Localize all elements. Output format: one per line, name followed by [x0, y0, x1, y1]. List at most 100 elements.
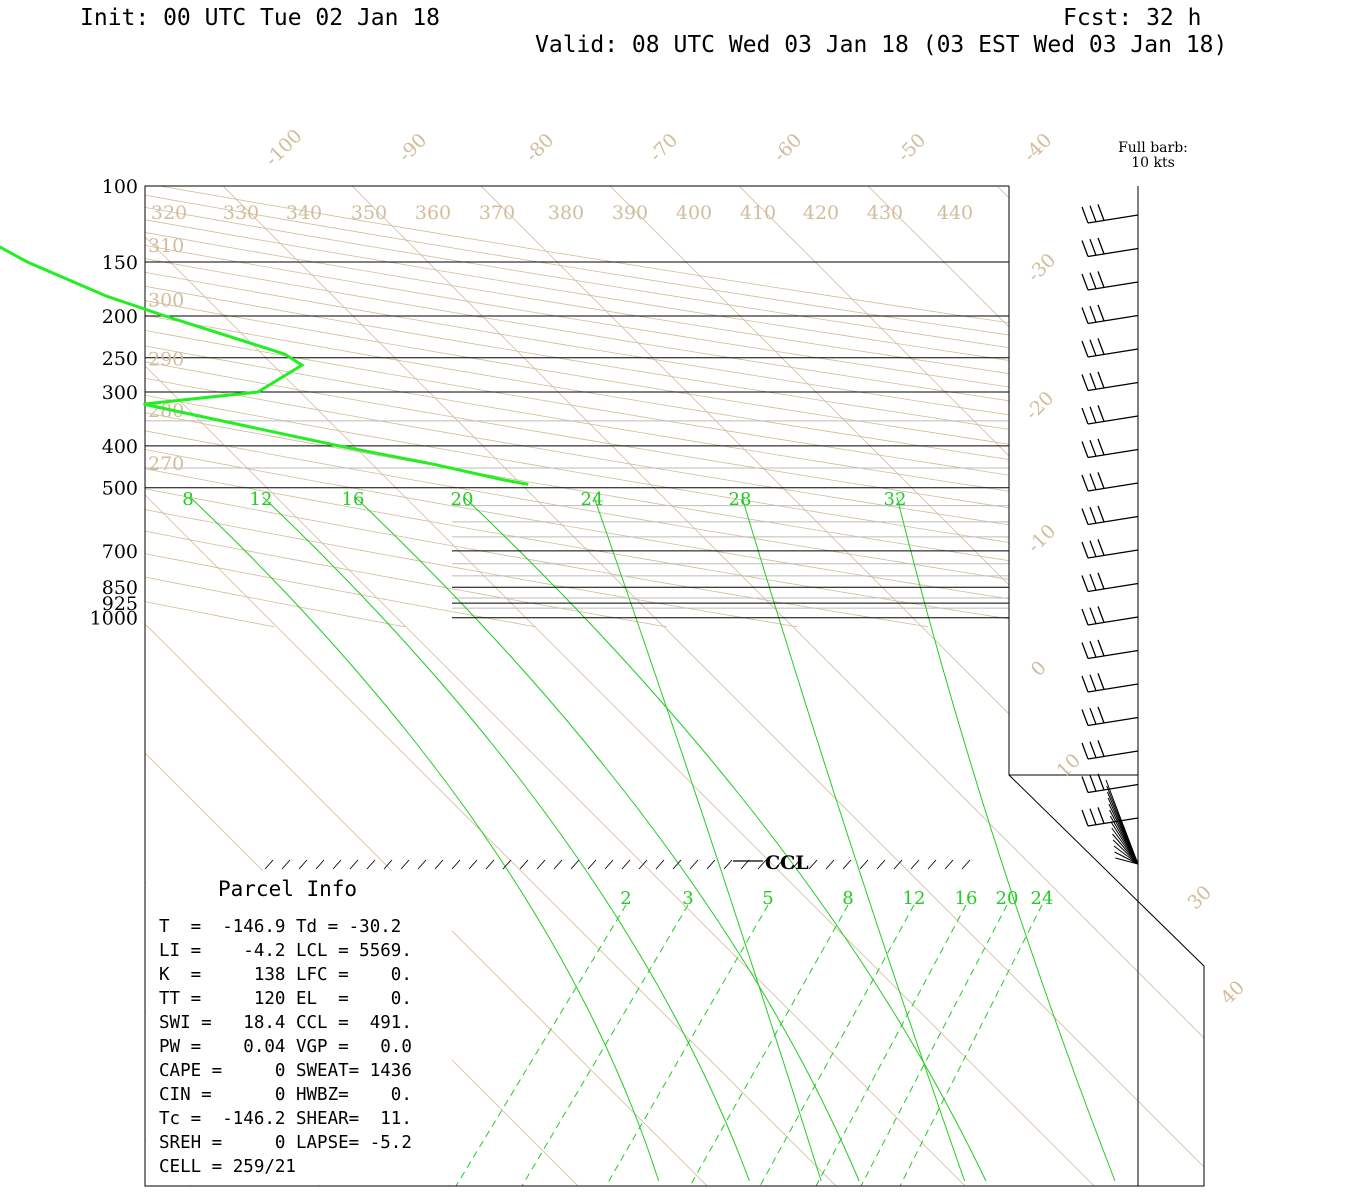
barb-flag	[1081, 642, 1089, 659]
theta-label-left: 270	[148, 453, 184, 475]
barb-staff	[1087, 448, 1139, 459]
dry-adiabat	[145, 186, 1204, 628]
barb-flag	[1081, 742, 1089, 760]
hatch-mark	[587, 859, 597, 870]
wind-barb	[1081, 338, 1139, 358]
barb-staff	[1087, 683, 1139, 693]
isotherm	[702, 186, 1204, 1186]
hatch-mark	[332, 859, 342, 870]
hatch-mark	[927, 859, 937, 870]
hatch-mark	[604, 859, 614, 870]
hatch-mark	[417, 859, 427, 870]
barb-staff	[1087, 616, 1139, 626]
hatch-mark	[842, 859, 852, 870]
parcel-info-row: SWI = 18.4 CCL = 491.	[159, 1013, 412, 1033]
hatch-mark	[689, 859, 699, 870]
barb-flag	[1097, 304, 1105, 322]
wind-barb	[1081, 773, 1139, 794]
moist-adiabat	[262, 496, 750, 1182]
isotherm	[145, 186, 980, 1186]
barb-staff	[1087, 582, 1139, 593]
pressure-label: 925	[102, 593, 138, 615]
isotherm-label: 30	[1183, 881, 1216, 914]
barb-flag	[1081, 307, 1089, 324]
low-level-barb	[1113, 845, 1139, 865]
theta-label: 380	[548, 202, 584, 224]
isotherm	[1089, 186, 1204, 1186]
theta-label: 390	[612, 202, 648, 224]
wind-barb	[1081, 807, 1139, 827]
hatch-mark	[876, 859, 886, 870]
isotherm-label: -20	[1021, 387, 1058, 424]
barb-flag	[1097, 807, 1105, 824]
barb-flag	[1089, 473, 1097, 490]
thetae-label: 16	[342, 489, 365, 510]
wind-barb	[1081, 237, 1139, 258]
mixing-ratio-line	[521, 904, 689, 1186]
barb-flag	[1089, 238, 1097, 256]
barb-flag	[1081, 474, 1089, 492]
theta-label-left: 280	[148, 400, 184, 422]
barb-flag	[1097, 405, 1105, 422]
hatch-mark	[264, 859, 274, 870]
dry-adiabat	[145, 186, 406, 628]
wind-barbs	[1081, 204, 1139, 865]
barb-flag	[1089, 339, 1097, 356]
hatch-mark	[621, 859, 631, 870]
barb-flag	[1081, 809, 1089, 827]
isotherm	[444, 186, 1204, 1186]
moist-adiabat	[354, 496, 860, 1182]
hatch-mark	[366, 859, 376, 870]
barb-staff	[1087, 649, 1139, 660]
barb-flag	[1089, 540, 1097, 557]
wind-barb	[1081, 639, 1139, 660]
mixing-ratio-line	[605, 904, 769, 1186]
barb-flag	[1089, 774, 1097, 792]
barb-flag	[1081, 776, 1089, 793]
mixing-ratio-label: 3	[682, 888, 693, 909]
barb-flag	[1097, 539, 1105, 556]
barb-staff	[1087, 247, 1139, 258]
mixing-ratio-label: 16	[955, 888, 978, 909]
mixing-ratio-lines	[455, 904, 1043, 1186]
hatch-mark	[570, 859, 580, 870]
mixing-ratio-label: 5	[762, 888, 773, 909]
pressure-label: 700	[102, 541, 138, 563]
dry-adiabat	[145, 186, 1204, 628]
barb-flag	[1089, 272, 1097, 289]
theta-label: 430	[867, 202, 903, 224]
barb-flag	[1097, 237, 1105, 255]
hatch-mark	[400, 859, 410, 870]
barb-staff	[1087, 549, 1139, 559]
barb-flag	[1089, 707, 1097, 725]
barb-flag	[1089, 640, 1097, 658]
dry-adiabat	[145, 186, 1204, 628]
hatch-mark	[757, 859, 767, 870]
barb-staff	[1087, 415, 1139, 425]
hatch-mark	[944, 859, 954, 870]
hatch-mark	[655, 859, 665, 870]
thetae-label: 32	[884, 489, 907, 510]
barb-flag	[1097, 673, 1105, 690]
barb-flag	[1097, 706, 1105, 724]
hatch-mark	[893, 859, 903, 870]
barb-staff	[1087, 716, 1139, 727]
wind-barb	[1081, 371, 1139, 392]
hatch-mark	[723, 859, 733, 870]
hatch-mark	[672, 859, 682, 870]
barb-staff	[1087, 314, 1139, 325]
isotherm-label: -90	[394, 129, 431, 166]
hatch-mark	[485, 859, 495, 870]
hatch-mark	[383, 859, 393, 870]
wind-barb	[1081, 438, 1139, 459]
hatch-mark	[961, 859, 971, 870]
theta-label-left: 290	[148, 349, 184, 371]
dry-adiabat	[145, 186, 1204, 628]
pressure-label: 200	[102, 306, 138, 328]
pressure-label: 250	[102, 348, 138, 370]
barb-staff	[1087, 515, 1139, 526]
dry-adiabat	[145, 186, 1204, 628]
moist-adiabat	[189, 496, 660, 1182]
dry-adiabat	[145, 186, 798, 628]
moist-adiabat	[593, 496, 822, 1182]
